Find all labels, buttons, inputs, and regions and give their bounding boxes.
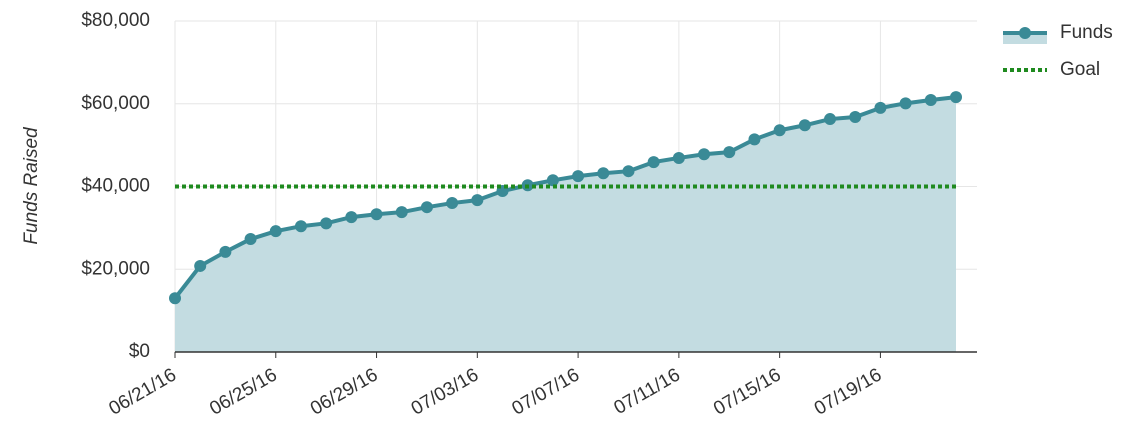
point xyxy=(320,217,333,230)
point xyxy=(723,146,736,159)
point xyxy=(446,197,459,210)
point xyxy=(849,110,862,123)
x-tick-label: 06/29/16 xyxy=(307,364,382,419)
y-tick-label: $0 xyxy=(129,341,150,362)
y-tick-label: $60,000 xyxy=(81,93,150,114)
point xyxy=(824,113,837,126)
legend-label: Funds xyxy=(1060,22,1113,43)
point xyxy=(471,194,484,207)
legend-label: Goal xyxy=(1060,59,1100,80)
y-tick-label: $80,000 xyxy=(81,10,150,31)
y-axis-title: Funds Raised xyxy=(21,126,42,245)
point xyxy=(572,170,585,183)
legend-swatch xyxy=(1019,27,1031,39)
point xyxy=(395,206,408,219)
point xyxy=(698,148,711,161)
point xyxy=(269,225,282,238)
point xyxy=(773,124,786,137)
point xyxy=(370,208,383,221)
y-tick-label: $20,000 xyxy=(81,258,150,279)
point xyxy=(546,174,559,187)
y-tick-label: $40,000 xyxy=(81,176,150,197)
x-tick-label: 07/19/16 xyxy=(811,364,886,419)
x-tick-label: 07/11/16 xyxy=(611,364,684,418)
point xyxy=(748,133,761,146)
point xyxy=(899,97,912,110)
point xyxy=(672,151,685,164)
x-tick-label: 07/15/16 xyxy=(710,364,785,419)
point xyxy=(345,211,358,224)
x-tick-label: 06/21/16 xyxy=(105,364,180,419)
point xyxy=(169,292,181,305)
point xyxy=(294,220,307,233)
point xyxy=(244,233,257,246)
point xyxy=(798,119,811,132)
x-tick-label: 07/03/16 xyxy=(408,364,483,419)
x-tick-label: 07/07/16 xyxy=(509,364,584,419)
point xyxy=(622,165,635,178)
point xyxy=(924,94,937,107)
x-tick-label: 06/25/16 xyxy=(206,364,281,419)
point xyxy=(597,167,610,180)
point xyxy=(950,91,962,104)
point xyxy=(647,156,660,169)
point xyxy=(219,245,232,258)
area xyxy=(175,97,956,352)
point xyxy=(874,101,887,114)
point xyxy=(420,201,433,214)
point xyxy=(194,259,207,272)
